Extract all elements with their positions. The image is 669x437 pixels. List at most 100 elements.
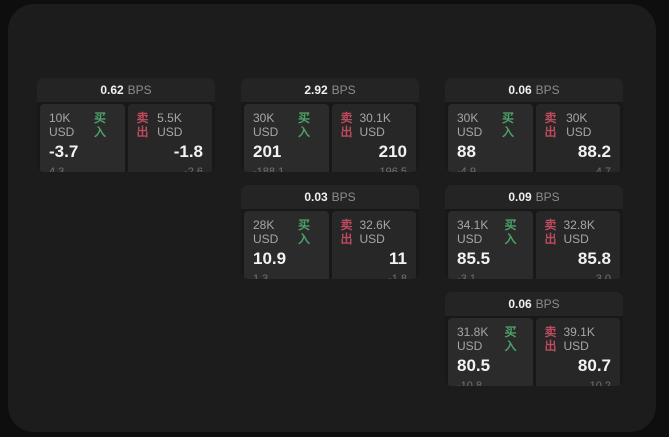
card-header: 0.06 BPS: [445, 78, 623, 102]
buy-tile-top: 10K USD 买入: [49, 111, 116, 139]
sell-price: 88.2: [577, 142, 611, 161]
sell-price: 80.7: [577, 356, 611, 375]
sell-price: 85.8: [577, 249, 611, 268]
buy-tile-top: 31.8K USD 买入: [457, 325, 524, 353]
buy-button[interactable]: 买入: [501, 111, 514, 139]
bps-label: BPS: [535, 297, 560, 311]
sell-amount: 32.8K USD: [563, 218, 595, 246]
sell-delta: -1.8: [388, 273, 407, 279]
buy-button[interactable]: 买入: [504, 325, 517, 353]
buy-delta: -10.8: [457, 380, 483, 386]
sell-amount: 32.6K USD: [359, 218, 391, 246]
sell-amount: 39.1K USD: [563, 325, 595, 353]
quote-card-3: 0.06 BPS 30K USD 买入 88 -4.9 卖出 30K USD 8…: [445, 78, 623, 172]
buy-button[interactable]: 买入: [297, 111, 310, 139]
sell-button[interactable]: 卖出: [136, 111, 149, 139]
quotes-panel: 0.62 BPS 10K USD 买入 -3.7 4.3 卖出 5.5K USD…: [8, 4, 656, 432]
buy-tile-top: 28K USD 买入: [253, 218, 320, 246]
sell-amount: 5.5K USD: [157, 111, 183, 139]
bps-label: BPS: [127, 83, 152, 97]
buy-quote-tile[interactable]: 28K USD 买入 10.9 1.3: [244, 211, 329, 279]
card-header: 2.92 BPS: [241, 78, 419, 102]
sell-tile-top: 卖出 32.8K USD: [545, 218, 612, 246]
sell-price: 11: [389, 249, 407, 268]
sell-amount: 30.1K USD: [359, 111, 391, 139]
card-body: 10K USD 买入 -3.7 4.3 卖出 5.5K USD -1.8 -2.…: [37, 102, 215, 172]
buy-amount: 30K USD: [253, 111, 279, 139]
sell-amount: 30K USD: [566, 111, 592, 139]
buy-amount: 31.8K USD: [457, 325, 489, 353]
buy-price: 201: [253, 142, 282, 161]
bps-value: 0.62: [100, 83, 124, 97]
buy-quote-tile[interactable]: 30K USD 买入 88 -4.9: [448, 104, 533, 172]
buy-button[interactable]: 买入: [93, 111, 106, 139]
buy-amount: 34.1K USD: [457, 218, 489, 246]
buy-delta: -3.1: [457, 273, 476, 279]
bps-value: 0.06: [508, 297, 532, 311]
card-body: 30K USD 买入 88 -4.9 卖出 30K USD 88.2 4.7: [445, 102, 623, 172]
sell-quote-tile[interactable]: 卖出 39.1K USD 80.7 10.2: [535, 318, 620, 386]
sell-button[interactable]: 卖出: [544, 111, 557, 139]
bps-value: 2.92: [304, 83, 328, 97]
buy-tile-top: 30K USD 买入: [253, 111, 320, 139]
buy-button[interactable]: 买入: [504, 218, 517, 246]
bps-label: BPS: [331, 190, 356, 204]
sell-quote-tile[interactable]: 卖出 30K USD 88.2 4.7: [535, 104, 620, 172]
bps-value: 0.09: [508, 190, 532, 204]
bps-label: BPS: [331, 83, 356, 97]
buy-delta: 1.3: [253, 273, 269, 279]
quote-card-1: 0.62 BPS 10K USD 买入 -3.7 4.3 卖出 5.5K USD…: [37, 78, 215, 172]
sell-quote-tile[interactable]: 卖出 32.6K USD 11 -1.8: [331, 211, 416, 279]
quote-card-4: 0.03 BPS 28K USD 买入 10.9 1.3 卖出 32.6K US…: [241, 185, 419, 279]
buy-delta: -188.1: [253, 166, 285, 172]
sell-delta: -2.6: [184, 166, 203, 172]
buy-price: 88: [457, 142, 476, 161]
sell-quote-tile[interactable]: 卖出 5.5K USD -1.8 -2.6: [127, 104, 212, 172]
buy-quote-tile[interactable]: 30K USD 买入 201 -188.1: [244, 104, 329, 172]
buy-quote-tile[interactable]: 31.8K USD 买入 80.5 -10.8: [448, 318, 533, 386]
card-header: 0.62 BPS: [37, 78, 215, 102]
sell-delta: 4.7: [595, 166, 611, 172]
buy-tile-top: 30K USD 买入: [457, 111, 524, 139]
sell-button[interactable]: 卖出: [544, 325, 557, 353]
sell-button[interactable]: 卖出: [544, 218, 557, 246]
sell-price: -1.8: [173, 142, 203, 161]
sell-delta: 10.2: [589, 380, 611, 386]
sell-button[interactable]: 卖出: [340, 218, 353, 246]
sell-tile-top: 卖出 30.1K USD: [341, 111, 408, 139]
quote-card-5: 0.09 BPS 34.1K USD 买入 85.5 -3.1 卖出 32.8K…: [445, 185, 623, 279]
card-body: 30K USD 买入 201 -188.1 卖出 30.1K USD 210 1…: [241, 102, 419, 172]
buy-amount: 28K USD: [253, 218, 279, 246]
bps-label: BPS: [535, 190, 560, 204]
buy-price: 80.5: [457, 356, 491, 375]
buy-amount: 30K USD: [457, 111, 483, 139]
buy-price: 10.9: [253, 249, 287, 268]
buy-tile-top: 34.1K USD 买入: [457, 218, 524, 246]
card-body: 34.1K USD 买入 85.5 -3.1 卖出 32.8K USD 85.8…: [445, 209, 623, 279]
buy-quote-tile[interactable]: 10K USD 买入 -3.7 4.3: [40, 104, 125, 172]
sell-delta: 3.0: [595, 273, 611, 279]
sell-button[interactable]: 卖出: [340, 111, 353, 139]
card-header: 0.09 BPS: [445, 185, 623, 209]
cards-grid: 0.62 BPS 10K USD 买入 -3.7 4.3 卖出 5.5K USD…: [37, 78, 623, 386]
bps-value: 0.06: [508, 83, 532, 97]
sell-tile-top: 卖出 32.6K USD: [341, 218, 408, 246]
sell-tile-top: 卖出 39.1K USD: [545, 325, 612, 353]
quote-card-6: 0.06 BPS 31.8K USD 买入 80.5 -10.8 卖出 39.1…: [445, 292, 623, 386]
card-header: 0.06 BPS: [445, 292, 623, 316]
sell-price: 210: [378, 142, 407, 161]
sell-quote-tile[interactable]: 卖出 30.1K USD 210 196.5: [331, 104, 416, 172]
buy-button[interactable]: 买入: [297, 218, 310, 246]
buy-quote-tile[interactable]: 34.1K USD 买入 85.5 -3.1: [448, 211, 533, 279]
quote-card-2: 2.92 BPS 30K USD 买入 201 -188.1 卖出 30.1K …: [241, 78, 419, 172]
card-header: 0.03 BPS: [241, 185, 419, 209]
bps-label: BPS: [535, 83, 560, 97]
buy-price: -3.7: [49, 142, 79, 161]
card-body: 28K USD 买入 10.9 1.3 卖出 32.6K USD 11 -1.8: [241, 209, 419, 279]
card-body: 31.8K USD 买入 80.5 -10.8 卖出 39.1K USD 80.…: [445, 316, 623, 386]
buy-delta: 4.3: [49, 166, 65, 172]
sell-quote-tile[interactable]: 卖出 32.8K USD 85.8 3.0: [535, 211, 620, 279]
buy-delta: -4.9: [457, 166, 476, 172]
sell-delta: 196.5: [379, 166, 407, 172]
